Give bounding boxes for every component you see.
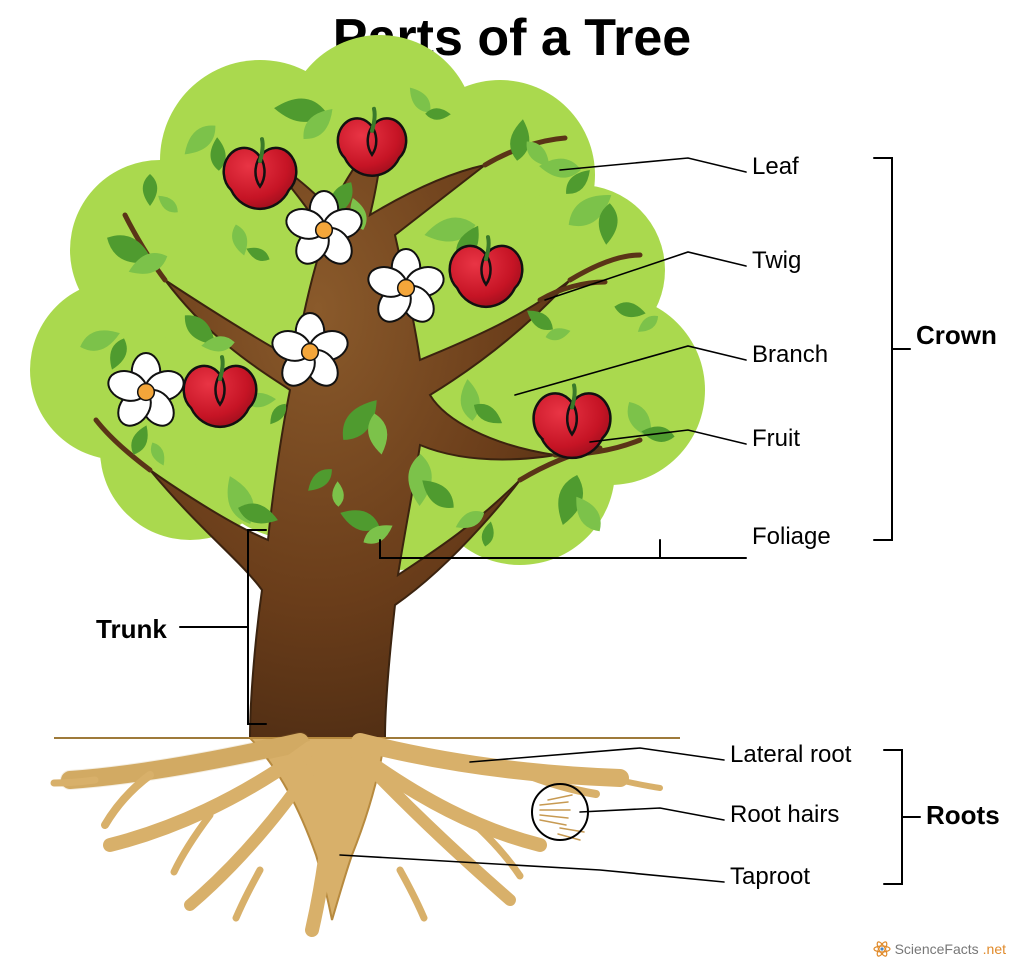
diagram-stage: Parts of a Tree	[0, 0, 1024, 968]
label-leaf: Leaf	[752, 153, 799, 181]
label-root_hairs: Root hairs	[730, 801, 839, 829]
label-foliage: Foliage	[752, 523, 831, 551]
watermark-text: ScienceFacts	[895, 941, 979, 957]
watermark-suffix: .net	[983, 941, 1006, 957]
label-twig: Twig	[752, 247, 801, 275]
label-branch: Branch	[752, 341, 828, 369]
group-label-roots: Roots	[926, 800, 1000, 831]
label-lateral_root: Lateral root	[730, 741, 851, 769]
atom-icon	[873, 940, 891, 958]
label-taproot: Taproot	[730, 863, 810, 891]
tree-illustration	[0, 0, 1024, 968]
watermark: ScienceFacts.net	[873, 940, 1006, 958]
group-label-crown: Crown	[916, 320, 997, 351]
roots	[54, 738, 660, 930]
group-label-trunk: Trunk	[96, 614, 167, 645]
label-fruit: Fruit	[752, 425, 800, 453]
